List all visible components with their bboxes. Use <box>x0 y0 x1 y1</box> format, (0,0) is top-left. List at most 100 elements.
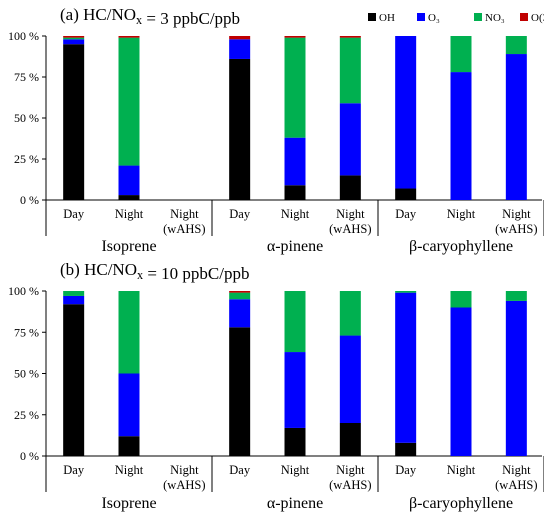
category-label: Night <box>115 463 144 477</box>
bar-segment-no <box>118 291 140 374</box>
bar-segment-o <box>505 54 527 200</box>
bar-segment-o <box>284 137 306 186</box>
bar-segment-oh <box>63 304 85 456</box>
y-tick-label: 50 % <box>14 111 39 125</box>
y-tick-label: 75 % <box>14 325 39 339</box>
bar-segment-no <box>450 36 472 73</box>
y-tick-label: 100 % <box>8 284 39 298</box>
bar-segment-oh <box>284 427 306 456</box>
bar-segment-oh <box>284 185 306 200</box>
chart-title: (b) HC/NOx = 10 ppbC/ppb <box>60 260 250 283</box>
category-label: Day <box>395 207 417 221</box>
category-label: Day <box>63 207 85 221</box>
bar-segment-oh <box>63 44 85 201</box>
y-tick-label: 75 % <box>14 70 39 84</box>
category-label-line2: (wAHS) <box>329 478 371 492</box>
category-label-line2: (wAHS) <box>163 222 205 236</box>
category-label-line2: (wAHS) <box>495 478 537 492</box>
bar-segment-oh <box>339 175 361 200</box>
bar-segment-o <box>284 352 306 428</box>
chart-panel-b: (b) HC/NOx = 10 ppbC/ppb 0 % 25 % 50 % 75 % 1… <box>8 260 544 512</box>
bar-segment-oh <box>229 58 251 201</box>
category-label-line2: (wAHS) <box>163 478 205 492</box>
category-label: Night <box>115 207 144 221</box>
category-label: Night <box>502 463 531 477</box>
legend-label: O(3P) <box>531 12 544 24</box>
category-label-line2: (wAHS) <box>329 222 371 236</box>
legend-swatch <box>368 13 376 21</box>
bar-segment-no <box>339 291 361 336</box>
bar-segment-o <box>395 36 417 189</box>
bar-segment-no <box>284 291 306 353</box>
bar-segment-o <box>63 39 85 45</box>
bar-segment-no <box>284 37 306 138</box>
legend-swatch <box>417 13 425 21</box>
category-label: Night <box>502 207 531 221</box>
chart-panel-a: (a) HC/NOx = 3 ppbC/ppb 0 % 25 % 50 % 75 % 10… <box>8 5 544 255</box>
bar-segment-o <box>118 165 140 196</box>
legend-label: O₃ <box>428 12 440 24</box>
group-label: Isoprene <box>101 495 156 512</box>
bar-segment-o3p <box>118 36 140 38</box>
y-tick-label: 50 % <box>14 367 39 381</box>
bar-segment-o <box>339 335 361 423</box>
bar-segment-no <box>63 37 85 40</box>
bar-segment-o <box>229 299 251 328</box>
bar-segment-oh <box>395 442 417 456</box>
bar-segment-no <box>505 36 527 55</box>
bar-segment-o3p <box>63 36 85 38</box>
group-label: α-pinene <box>267 495 323 512</box>
group-label: β-caryophyllene <box>409 238 513 255</box>
y-tick-label: 0 % <box>20 449 39 463</box>
bar-segment-oh <box>339 423 361 456</box>
category-label: Night <box>170 207 199 221</box>
group-label: α-pinene <box>267 238 323 255</box>
bar-segment-no <box>118 37 140 166</box>
y-tick-label: 100 % <box>8 29 39 43</box>
category-label: Day <box>395 463 417 477</box>
group-label: β-caryophyllene <box>409 495 513 512</box>
legend-swatch <box>474 13 482 21</box>
legend-label: OH <box>379 12 395 24</box>
category-label: Night <box>447 207 476 221</box>
group-label: Isoprene <box>101 238 156 255</box>
category-label: Day <box>229 463 251 477</box>
bar-segment-o <box>63 295 85 305</box>
bar-segment-no <box>63 291 85 296</box>
bar-segment-no <box>450 291 472 308</box>
bar-segment-no <box>395 291 417 293</box>
bar-segment-no <box>339 37 361 104</box>
category-label: Night <box>170 463 199 477</box>
bar-segment-o <box>118 373 140 437</box>
category-label: Night <box>281 463 310 477</box>
bar-segment-oh <box>118 195 140 200</box>
bar-segment-o <box>450 72 472 200</box>
bar-segment-oh <box>395 188 417 200</box>
category-label: Day <box>229 207 251 221</box>
bar-segment-o <box>339 103 361 176</box>
y-tick-label: 25 % <box>14 152 39 166</box>
bar-segment-no <box>505 291 527 301</box>
chart-title: (a) HC/NOx = 3 ppbC/ppb <box>60 5 240 28</box>
legend: OH O₃ NO₃ O(3P) <box>368 12 544 24</box>
category-label: Night <box>447 463 476 477</box>
bar-segment-no <box>229 292 251 300</box>
y-tick-label: 25 % <box>14 408 39 422</box>
bar-segment-o3p <box>339 36 361 38</box>
category-label: Night <box>281 207 310 221</box>
bar-segment-o <box>505 300 527 456</box>
category-label: Day <box>63 463 85 477</box>
bar-segment-oh <box>229 327 251 456</box>
category-label: Night <box>336 463 365 477</box>
bar-segment-o <box>229 39 251 59</box>
y-tick-label: 0 % <box>20 193 39 207</box>
bar-segment-oh <box>118 436 140 456</box>
legend-swatch <box>520 13 528 21</box>
legend-label: NO₃ <box>485 12 505 24</box>
bar-segment-o <box>450 307 472 456</box>
bar-segment-o3p <box>229 291 251 293</box>
bar-segment-o3p <box>284 36 306 38</box>
bar-segment-o3p <box>229 36 251 40</box>
bar-segment-o <box>395 292 417 443</box>
